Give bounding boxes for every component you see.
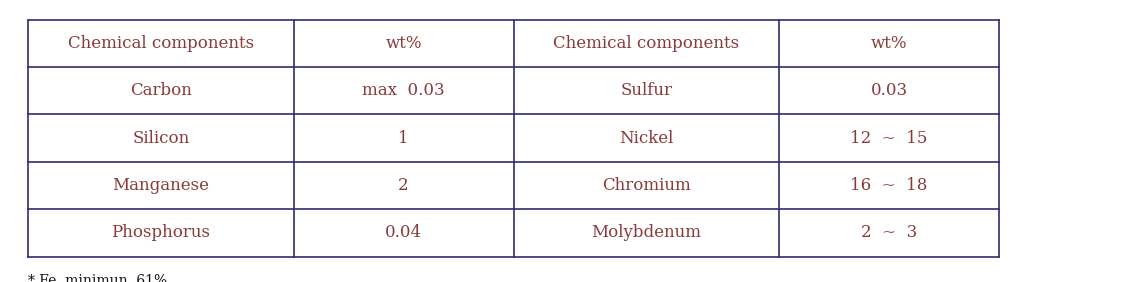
Text: 16  ~  18: 16 ~ 18 (850, 177, 928, 194)
Text: Manganese: Manganese (113, 177, 209, 194)
Text: Phosphorus: Phosphorus (112, 224, 210, 241)
Text: Chemical components: Chemical components (68, 35, 254, 52)
Text: Silicon: Silicon (132, 130, 190, 147)
Text: Chromium: Chromium (602, 177, 691, 194)
Text: wt%: wt% (870, 35, 908, 52)
Text: 0.03: 0.03 (870, 82, 908, 99)
Text: 12  ~  15: 12 ~ 15 (850, 130, 928, 147)
Text: Carbon: Carbon (130, 82, 192, 99)
Text: Molybdenum: Molybdenum (592, 224, 701, 241)
Text: Nickel: Nickel (619, 130, 674, 147)
Text: wt%: wt% (385, 35, 422, 52)
Text: 1: 1 (399, 130, 409, 147)
Text: 2  ~  3: 2 ~ 3 (861, 224, 917, 241)
Text: Sulfur: Sulfur (620, 82, 673, 99)
Text: 2: 2 (399, 177, 409, 194)
Text: max  0.03: max 0.03 (362, 82, 445, 99)
Text: 0.04: 0.04 (385, 224, 422, 241)
Text: * Fe  minimun  61%: * Fe minimun 61% (28, 274, 167, 282)
Text: Chemical components: Chemical components (553, 35, 739, 52)
